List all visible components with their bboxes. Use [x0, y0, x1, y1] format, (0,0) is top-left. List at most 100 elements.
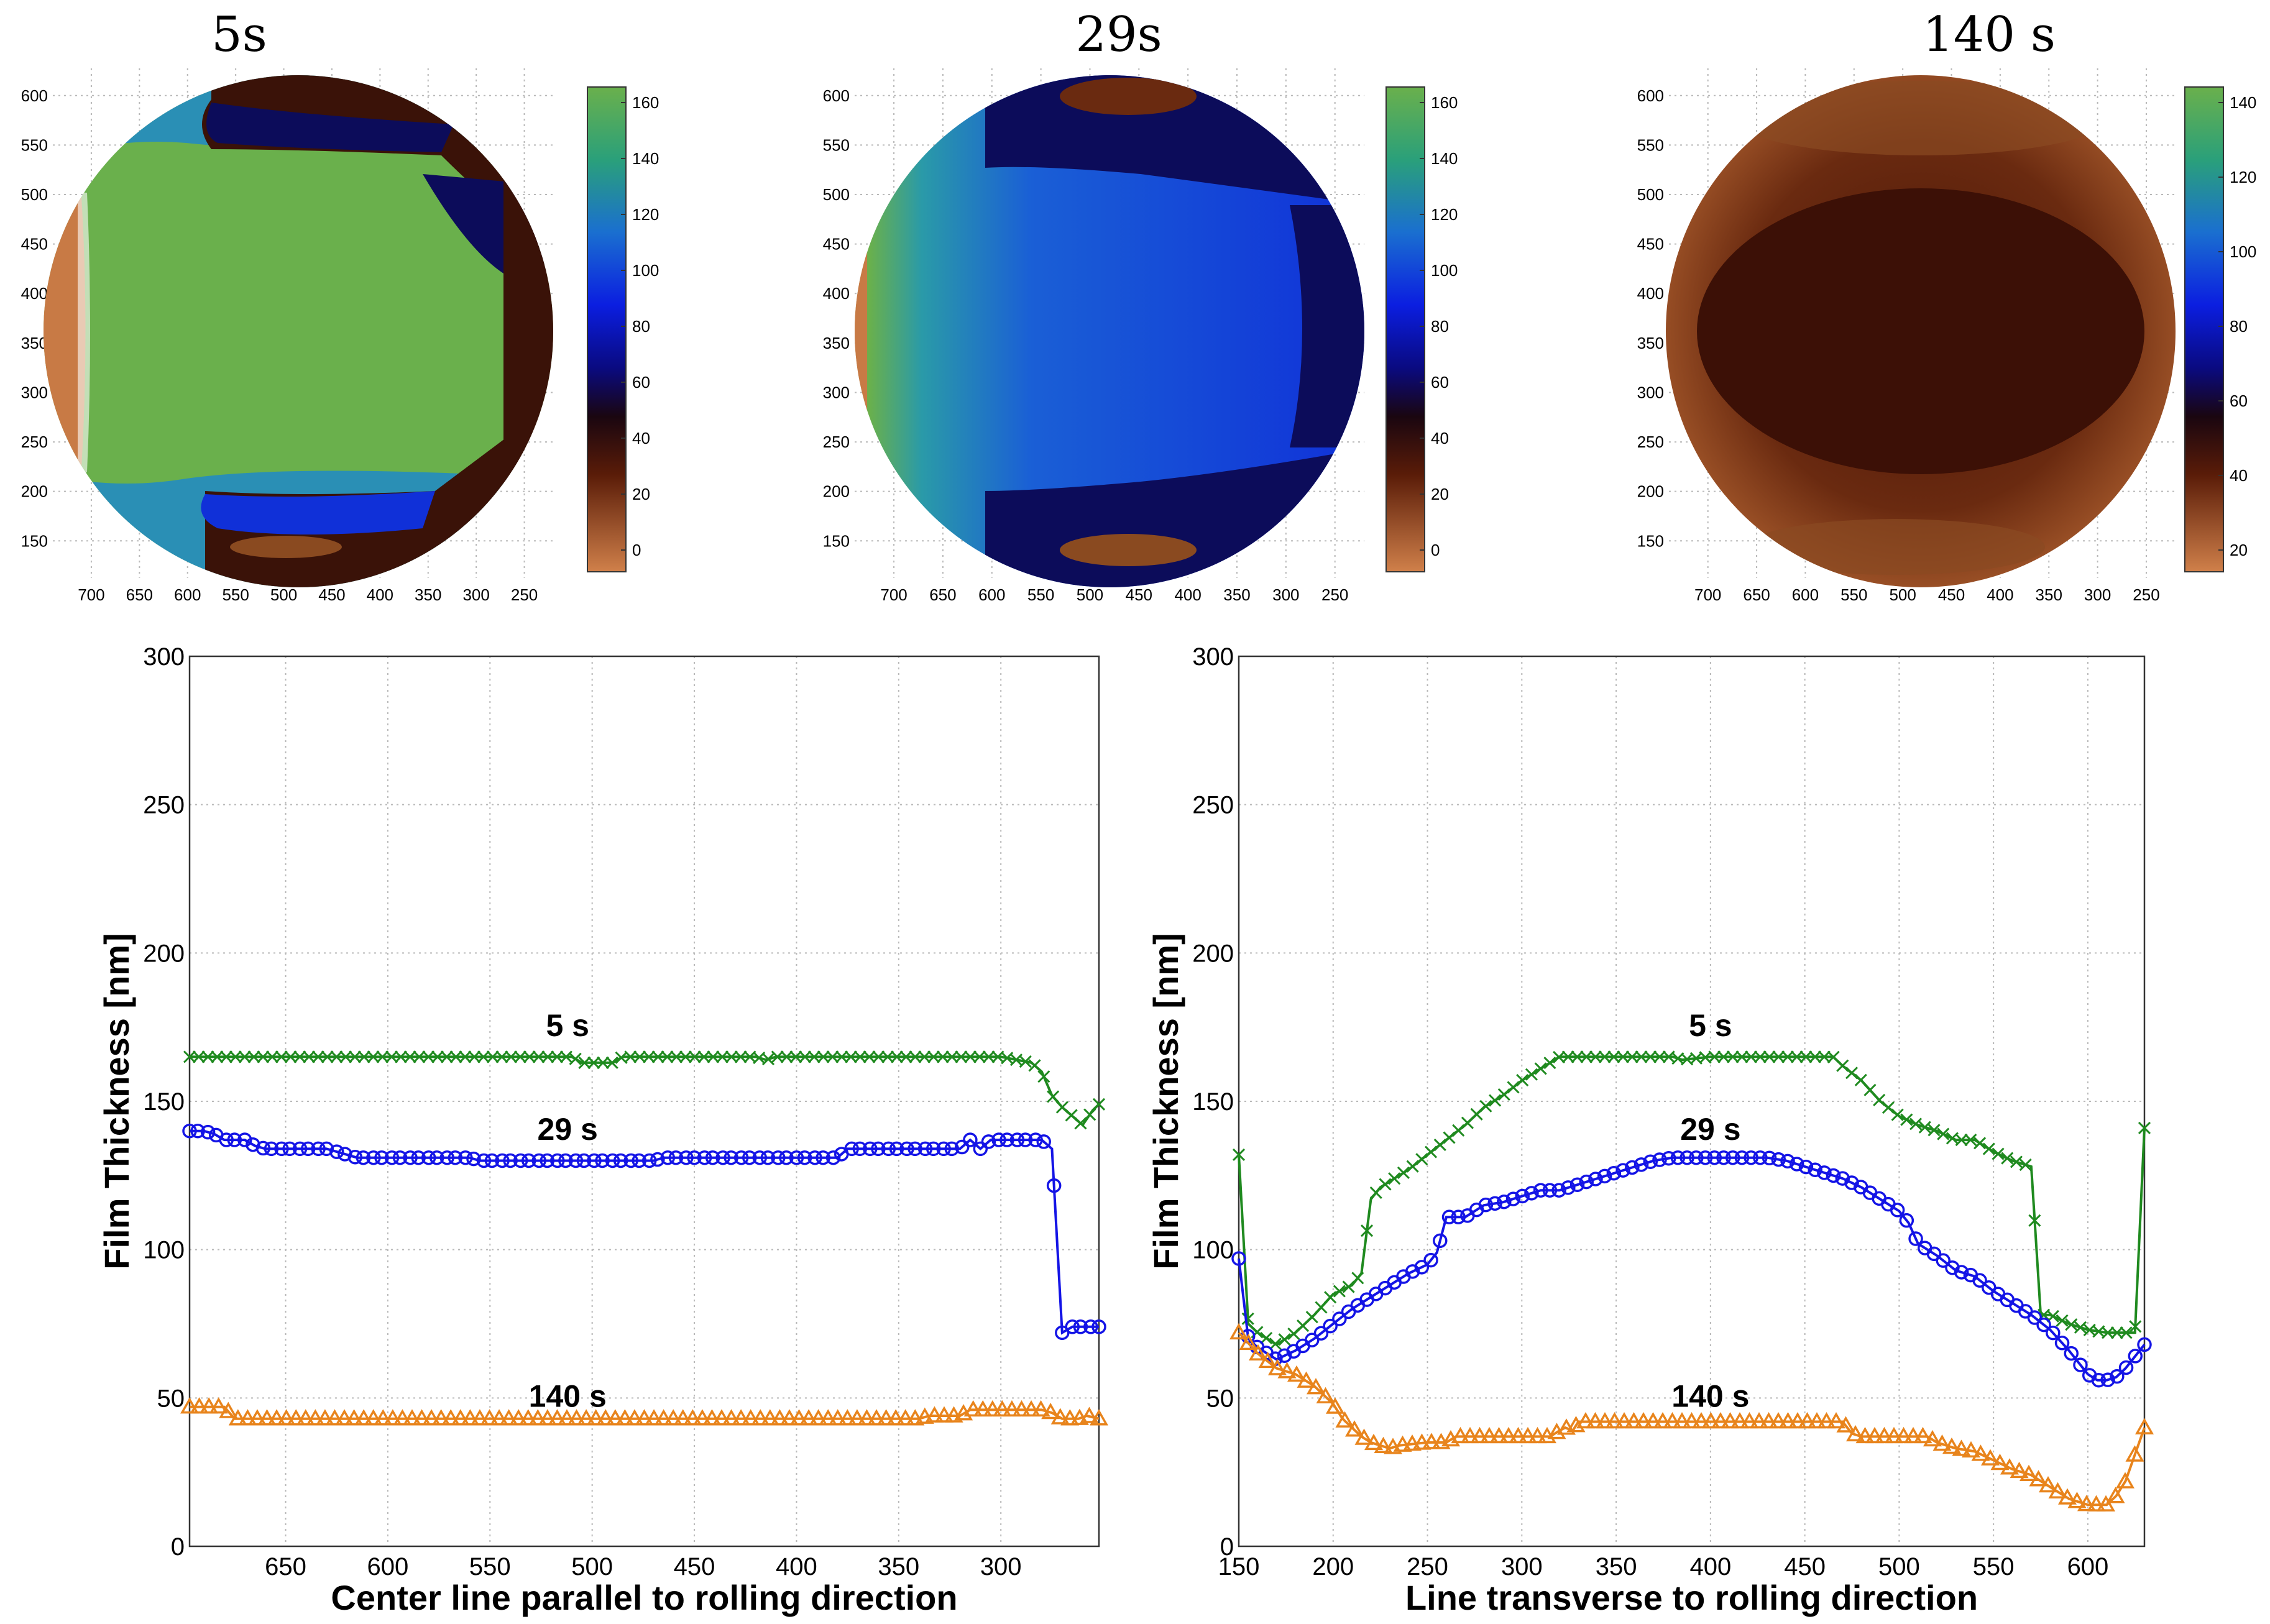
data-point: [1971, 1444, 1990, 1461]
data-point: [761, 1052, 775, 1066]
data-point: [2028, 1214, 2041, 1227]
data-point: [274, 1141, 289, 1157]
series-5s: 5 s: [183, 1008, 1106, 1130]
data-point: [459, 1050, 472, 1063]
data-point: [422, 1050, 435, 1063]
data-point: [315, 1409, 334, 1426]
data-point: [999, 1132, 1014, 1147]
data-point: [1073, 1319, 1088, 1334]
data-point: [518, 1409, 538, 1426]
data-point: [1360, 1224, 1374, 1237]
data-point: [2048, 1482, 2067, 1498]
data-point: [2102, 1326, 2115, 1339]
colorbar-tick: 140: [632, 149, 659, 168]
data-point: [1470, 1426, 1489, 1444]
data-point: [1763, 1050, 1776, 1063]
data-point: [688, 1050, 701, 1063]
data-point: [872, 1050, 885, 1063]
data-point: [1325, 1397, 1345, 1414]
colorbar-tick: 0: [1431, 541, 1440, 559]
data-point: [1753, 1150, 1768, 1165]
y-axis-label: Film Thickness [nm]: [97, 933, 136, 1269]
map-y-tick: 400: [21, 284, 48, 303]
data-point: [660, 1150, 676, 1165]
data-point: [1735, 1050, 1748, 1063]
data-point: [881, 1050, 894, 1063]
data-point: [816, 1150, 830, 1165]
data-point: [1229, 1323, 1249, 1340]
data-point: [1036, 1134, 1051, 1149]
data-point: [461, 1409, 480, 1426]
data-point: [1091, 1319, 1106, 1334]
map-y-tick: 250: [1637, 433, 1664, 451]
data-point: [908, 1141, 922, 1157]
data-point: [1551, 1183, 1566, 1198]
plot-area: [1238, 655, 2146, 1548]
data-point: [1689, 1150, 1704, 1165]
data-point: [1083, 1319, 1098, 1334]
series-5s: 5 s: [1232, 1008, 2151, 1351]
data-point: [871, 1141, 886, 1157]
data-point: [1873, 1093, 1886, 1107]
data-point: [1615, 1163, 1630, 1178]
data-point: [1798, 1159, 1814, 1175]
map-x-tick: 250: [1321, 585, 1348, 604]
data-point: [687, 1150, 702, 1165]
map-x-tick: 600: [978, 585, 1005, 604]
data-point: [277, 1409, 296, 1426]
data-point: [1278, 1333, 1291, 1346]
data-point: [1047, 1090, 1060, 1103]
data-point: [1324, 1291, 1337, 1304]
data-point: [2100, 1372, 2115, 1387]
map-x-tick: 700: [880, 585, 907, 604]
y-tick-label: 150: [143, 1088, 185, 1116]
data-point: [2027, 1310, 2043, 1325]
data-point: [1414, 1260, 1430, 1275]
data-point: [852, 1141, 868, 1157]
data-point: [1388, 1172, 1401, 1185]
data-point: [1928, 1124, 1941, 1137]
colorbar-tick: 100: [632, 261, 659, 280]
data-point: [480, 1409, 499, 1426]
data-point: [1900, 1113, 1913, 1126]
y-tick-label: 50: [1206, 1385, 1234, 1412]
data-point: [513, 1153, 528, 1168]
data-point: [200, 1397, 219, 1414]
data-point: [809, 1409, 828, 1426]
data-point: [2001, 1152, 2014, 1165]
map-x-tick: 400: [1987, 585, 2013, 604]
data-point: [354, 1409, 374, 1426]
x-tick-label: 500: [1878, 1553, 1920, 1580]
data-point: [211, 1050, 224, 1063]
data-point: [1507, 1081, 1520, 1094]
data-point: [180, 1397, 200, 1414]
data-point: [2129, 1320, 2142, 1333]
map-y-tick: 450: [823, 235, 850, 254]
data-point: [1516, 1073, 1529, 1087]
data-point: [917, 1141, 933, 1157]
data-point: [503, 1153, 518, 1168]
data-point: [1089, 1409, 1109, 1426]
data-point: [1479, 1426, 1499, 1444]
data-point: [356, 1150, 371, 1165]
data-point: [1589, 1050, 1602, 1063]
data-point: [521, 1153, 536, 1168]
data-point: [983, 1400, 1002, 1417]
data-point: [1909, 1117, 1923, 1131]
data-point: [752, 1150, 768, 1165]
data-point: [909, 1050, 922, 1063]
data-point: [1287, 1365, 1307, 1382]
data-point: [567, 1409, 586, 1426]
data-point: [2096, 1495, 2116, 1512]
data-point: [1606, 1165, 1622, 1181]
data-point: [1614, 1411, 1634, 1429]
data-point: [819, 1409, 838, 1426]
data-point: [1497, 1194, 1512, 1209]
data-point: [1018, 1132, 1033, 1147]
data-point: [668, 1150, 684, 1165]
data-point: [632, 1153, 647, 1168]
map-y-tick: 500: [1637, 185, 1664, 204]
data-point: [499, 1409, 518, 1426]
map-x-tick: 450: [1938, 585, 1965, 604]
